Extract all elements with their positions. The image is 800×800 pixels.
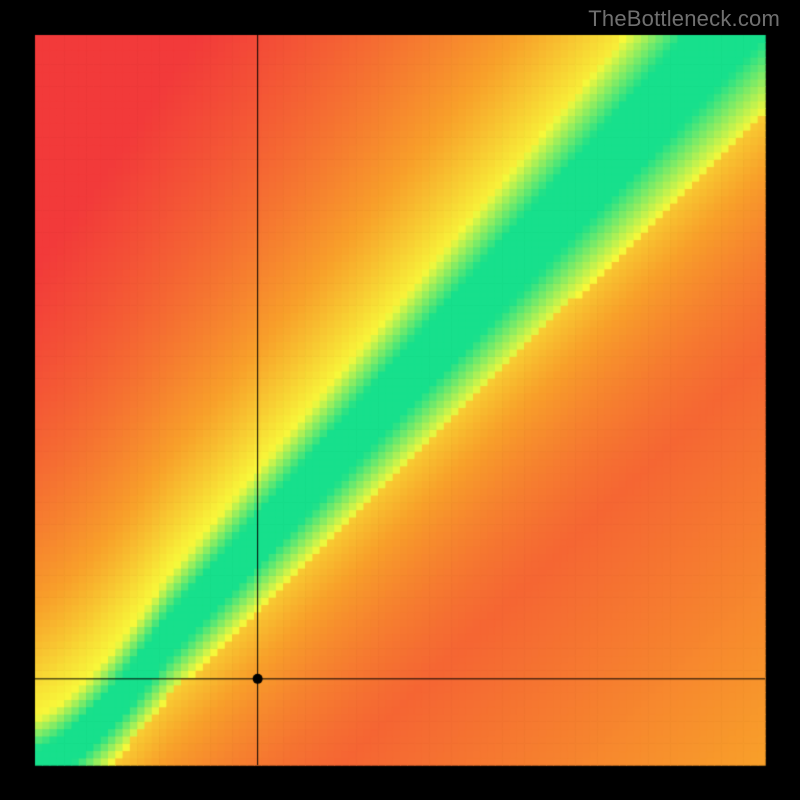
bottleneck-heatmap-canvas — [0, 0, 800, 800]
chart-wrapper: TheBottleneck.com — [0, 0, 800, 800]
watermark-text: TheBottleneck.com — [588, 6, 780, 32]
